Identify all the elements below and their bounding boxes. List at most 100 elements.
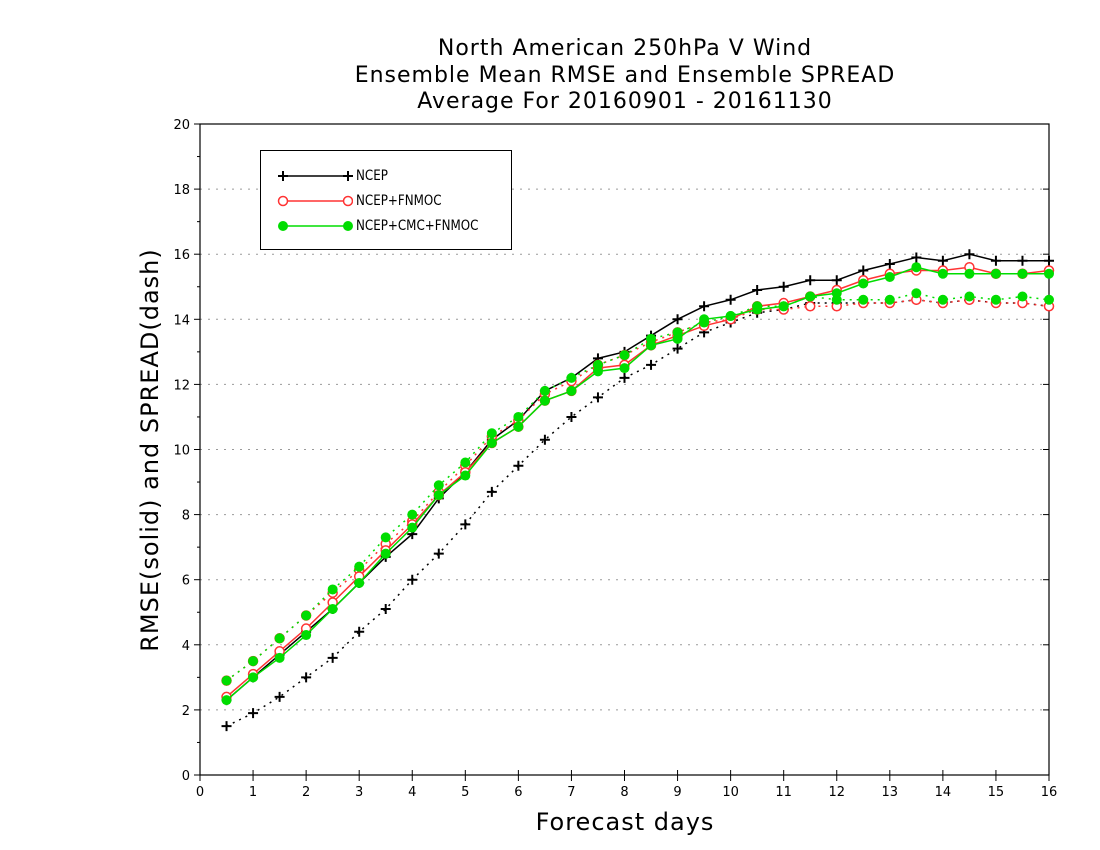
rmse-point bbox=[486, 437, 497, 448]
grid-lines bbox=[200, 188, 1049, 711]
x-tick-label: 11 bbox=[775, 785, 792, 800]
y-tick-label: 20 bbox=[173, 118, 190, 133]
x-tick-label: 10 bbox=[722, 785, 739, 800]
spread-point bbox=[646, 359, 657, 370]
rmse-point bbox=[566, 385, 577, 396]
spread-line bbox=[226, 299, 1050, 682]
spread-point bbox=[301, 672, 312, 683]
series-1 bbox=[221, 261, 1055, 703]
rmse-point bbox=[725, 294, 736, 305]
legend: NCEP NCEP+FNMOC NCEP+CMC+FNMOC bbox=[260, 150, 512, 250]
x-tick-label: 8 bbox=[620, 785, 628, 800]
chart-title-line-2: Ensemble Mean RMSE and Ensemble SPREAD bbox=[354, 63, 896, 88]
rmse-point bbox=[805, 275, 816, 286]
rmse-point bbox=[990, 268, 1001, 279]
y-tick-label: 8 bbox=[182, 509, 190, 524]
legend-swatch-ncep bbox=[278, 171, 353, 181]
x-tick-label: 16 bbox=[1041, 785, 1058, 800]
spread-point bbox=[221, 721, 232, 732]
spread-point bbox=[327, 584, 338, 595]
spread-point bbox=[460, 457, 471, 468]
rmse-point bbox=[592, 366, 603, 377]
rmse-point bbox=[752, 285, 763, 296]
y-tick-label: 12 bbox=[173, 378, 190, 393]
spread-point bbox=[1017, 291, 1028, 302]
legend-label-ncep-cmc-fnmoc: NCEP+CMC+FNMOC bbox=[356, 218, 479, 234]
x-axis-label: Forecast days bbox=[535, 808, 715, 836]
rmse-point bbox=[248, 672, 259, 683]
spread-point bbox=[486, 428, 497, 439]
rmse-point bbox=[380, 548, 391, 559]
rmse-point bbox=[460, 470, 471, 481]
spread-line bbox=[226, 299, 1050, 727]
rmse-point bbox=[884, 258, 895, 269]
x-tick-label: 9 bbox=[673, 785, 681, 800]
spread-point bbox=[911, 288, 922, 299]
y-tick-label: 0 bbox=[182, 769, 190, 784]
y-tick-label: 4 bbox=[182, 639, 190, 654]
y-axis-label: RMSE(solid) and SPREAD(dash) bbox=[136, 248, 164, 652]
x-tick-label: 15 bbox=[988, 785, 1005, 800]
x-tick-label: 13 bbox=[882, 785, 899, 800]
rmse-point bbox=[964, 249, 975, 260]
rmse-line bbox=[226, 266, 1050, 698]
rmse-point bbox=[937, 255, 948, 266]
rmse-point bbox=[619, 363, 630, 374]
rmse-point bbox=[1044, 268, 1054, 279]
x-tick-label: 2 bbox=[302, 785, 310, 800]
y-tick-label: 2 bbox=[182, 704, 190, 719]
spread-point bbox=[327, 652, 338, 663]
spread-point bbox=[1044, 294, 1054, 305]
spread-point bbox=[858, 294, 869, 305]
x-tick-label: 6 bbox=[514, 785, 522, 800]
rmse-point bbox=[964, 268, 975, 279]
y-tick-label: 14 bbox=[173, 313, 190, 328]
x-tick-label: 12 bbox=[828, 785, 845, 800]
spread-point bbox=[884, 294, 895, 305]
spread-point bbox=[592, 392, 603, 403]
rmse-line bbox=[226, 253, 1049, 701]
legend-item-ncep-fnmoc: NCEP+FNMOC bbox=[261, 189, 511, 213]
y-tick-label: 18 bbox=[173, 183, 190, 198]
x-tick-label: 7 bbox=[567, 785, 575, 800]
y-tick-label: 10 bbox=[173, 444, 190, 459]
rmse-point bbox=[672, 333, 683, 344]
rmse-line bbox=[226, 266, 1049, 701]
series-layer bbox=[221, 249, 1055, 732]
rmse-point bbox=[990, 255, 1001, 266]
spread-point bbox=[433, 480, 444, 491]
legend-label-ncep: NCEP bbox=[356, 168, 388, 184]
spread-point bbox=[513, 460, 524, 471]
spread-point bbox=[566, 372, 577, 383]
chart-title-line-3: Average For 20160901 - 20161130 bbox=[417, 89, 833, 114]
rmse-point bbox=[672, 314, 683, 325]
spread-point bbox=[354, 561, 365, 572]
x-tick-label: 14 bbox=[935, 785, 952, 800]
spread-point bbox=[380, 603, 391, 614]
rmse-point bbox=[699, 301, 710, 312]
x-tick-label: 5 bbox=[461, 785, 469, 800]
spread-point bbox=[274, 691, 285, 702]
legend-label-ncep-fnmoc: NCEP+FNMOC bbox=[356, 193, 442, 209]
rmse-point bbox=[433, 490, 444, 501]
spread-point bbox=[407, 574, 418, 585]
spread-point bbox=[990, 294, 1001, 305]
rmse-point bbox=[1017, 268, 1028, 279]
rmse-point bbox=[699, 314, 710, 325]
spread-point bbox=[248, 656, 259, 667]
rmse-point bbox=[221, 695, 232, 706]
series-0 bbox=[221, 249, 1054, 732]
spread-point bbox=[566, 411, 577, 422]
spread-point bbox=[274, 633, 285, 644]
legend-item-ncep: NCEP bbox=[261, 164, 511, 188]
series-2 bbox=[221, 262, 1054, 706]
spread-point bbox=[380, 532, 391, 543]
spread-point bbox=[513, 411, 524, 422]
rmse-point bbox=[778, 281, 789, 292]
y-tick-label: 6 bbox=[182, 574, 190, 589]
rmse-point bbox=[884, 271, 895, 282]
spread-point bbox=[672, 343, 683, 354]
legend-swatch-ncep-cmc-fnmoc bbox=[278, 221, 353, 231]
rmse-point bbox=[1044, 255, 1054, 266]
